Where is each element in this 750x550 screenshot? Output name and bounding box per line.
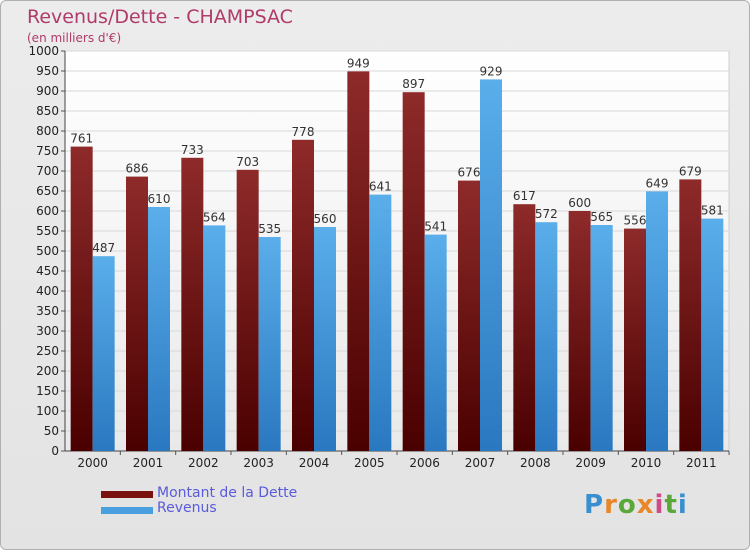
data-label-dette-2000: 761 <box>70 132 93 146</box>
data-label-revenus-2005: 641 <box>369 180 392 194</box>
data-label-dette-2003: 703 <box>236 155 259 169</box>
bar-revenus-2003 <box>258 237 281 451</box>
data-label-dette-2008: 617 <box>513 189 536 203</box>
x-tick-label-2001: 2001 <box>133 456 164 470</box>
bar-revenus-2011 <box>701 218 724 451</box>
data-label-revenus-2001: 610 <box>148 192 171 206</box>
data-label-revenus-2003: 535 <box>258 222 281 236</box>
bar-dette-2000 <box>70 146 93 451</box>
data-label-dette-2010: 556 <box>624 214 647 228</box>
bar-revenus-2007 <box>480 79 502 452</box>
bar-dette-2008 <box>513 204 536 451</box>
logo-letter: x <box>636 490 655 520</box>
data-label-revenus-2004: 560 <box>314 212 337 226</box>
y-tick-label: 900 <box>36 84 59 98</box>
bar-revenus-2005 <box>369 194 392 451</box>
data-label-dette-2006: 897 <box>402 77 425 91</box>
x-tick-label-2003: 2003 <box>243 456 274 470</box>
data-label-revenus-2010: 649 <box>646 176 669 190</box>
logo-letter: o <box>617 490 637 520</box>
data-label-revenus-2011: 581 <box>701 204 724 218</box>
bar-revenus-2001 <box>148 207 170 451</box>
x-tick-label-2002: 2002 <box>188 456 219 470</box>
y-tick-label: 400 <box>36 284 59 298</box>
y-tick-label: 300 <box>36 324 59 338</box>
y-tick-label: 650 <box>36 184 59 198</box>
data-label-revenus-2007: 929 <box>480 64 503 78</box>
y-tick-label: 500 <box>36 244 59 258</box>
bar-revenus-2010 <box>646 191 668 451</box>
data-label-dette-2009: 600 <box>568 196 591 210</box>
y-tick-label: 150 <box>36 384 59 398</box>
bar-dette-2005 <box>347 71 370 452</box>
bar-dette-2004 <box>292 139 314 452</box>
x-tick-label-2007: 2007 <box>465 456 496 470</box>
y-tick-label: 850 <box>36 104 59 118</box>
x-tick-label-2010: 2010 <box>631 456 662 470</box>
logo-letter: r <box>604 490 618 520</box>
y-tick-label: 1000 <box>28 44 59 58</box>
bar-dette-2009 <box>568 211 591 451</box>
x-tick-label-2006: 2006 <box>409 456 440 470</box>
data-label-dette-2005: 949 <box>347 56 370 70</box>
bar-dette-2002 <box>181 157 204 452</box>
bar-dette-2001 <box>126 176 148 451</box>
legend-label-dette: Montant de la Dette <box>157 485 298 501</box>
logo-letter: i <box>654 490 665 520</box>
bar-dette-2011 <box>679 179 702 451</box>
y-tick-label: 200 <box>36 364 59 378</box>
y-tick-label: 250 <box>36 344 59 358</box>
x-tick-label-2011: 2011 <box>686 456 717 470</box>
proxiti-logo: Proxiti <box>584 490 688 520</box>
bar-revenus-2000 <box>92 256 115 451</box>
x-tick-label-2008: 2008 <box>520 456 551 470</box>
y-tick-label: 550 <box>36 224 59 238</box>
data-label-revenus-2002: 564 <box>203 210 226 224</box>
legend-swatch-revenus <box>101 507 153 514</box>
y-tick-label: 700 <box>36 164 59 178</box>
bar-dette-2010 <box>624 228 646 451</box>
y-tick-label: 450 <box>36 264 59 278</box>
legend-label-revenus: Revenus <box>157 500 217 516</box>
y-tick-label: 800 <box>36 124 59 138</box>
data-label-revenus-2009: 565 <box>590 210 613 224</box>
bar-dette-2007 <box>458 180 480 451</box>
data-label-revenus-2000: 487 <box>92 241 115 255</box>
bar-revenus-2009 <box>590 225 613 451</box>
legend-swatch-dette <box>101 491 153 498</box>
y-tick-label: 0 <box>51 444 59 458</box>
bar-dette-2003 <box>236 169 259 452</box>
bar-revenus-2008 <box>535 222 558 451</box>
y-tick-label: 350 <box>36 304 59 318</box>
data-label-dette-2002: 733 <box>181 143 204 157</box>
x-tick-label-2005: 2005 <box>354 456 385 470</box>
logo-letter: P <box>584 490 605 520</box>
logo-letter: t <box>664 490 678 520</box>
x-tick-label-2000: 2000 <box>77 456 108 470</box>
data-label-revenus-2008: 572 <box>535 207 558 221</box>
y-tick-label: 100 <box>36 404 59 418</box>
chart-subtitle: (en milliers d'€) <box>27 31 122 45</box>
logo-letter: i <box>677 490 688 520</box>
bar-revenus-2002 <box>203 225 226 451</box>
bar-dette-2006 <box>402 92 425 451</box>
data-label-dette-2007: 676 <box>458 166 481 180</box>
x-tick-label-2004: 2004 <box>299 456 330 470</box>
data-label-dette-2004: 778 <box>292 125 315 139</box>
data-label-revenus-2006: 541 <box>424 220 447 234</box>
y-tick-label: 50 <box>44 424 59 438</box>
data-label-dette-2011: 679 <box>679 164 702 178</box>
data-label-dette-2001: 686 <box>126 162 149 176</box>
x-tick-label-2009: 2009 <box>575 456 606 470</box>
bar-revenus-2004 <box>314 227 336 451</box>
y-tick-label: 950 <box>36 64 59 78</box>
chart-title: Revenus/Dette - CHAMPSAC <box>27 6 293 28</box>
y-tick-label: 750 <box>36 144 59 158</box>
y-tick-label: 600 <box>36 204 59 218</box>
bar-revenus-2006 <box>424 234 447 451</box>
